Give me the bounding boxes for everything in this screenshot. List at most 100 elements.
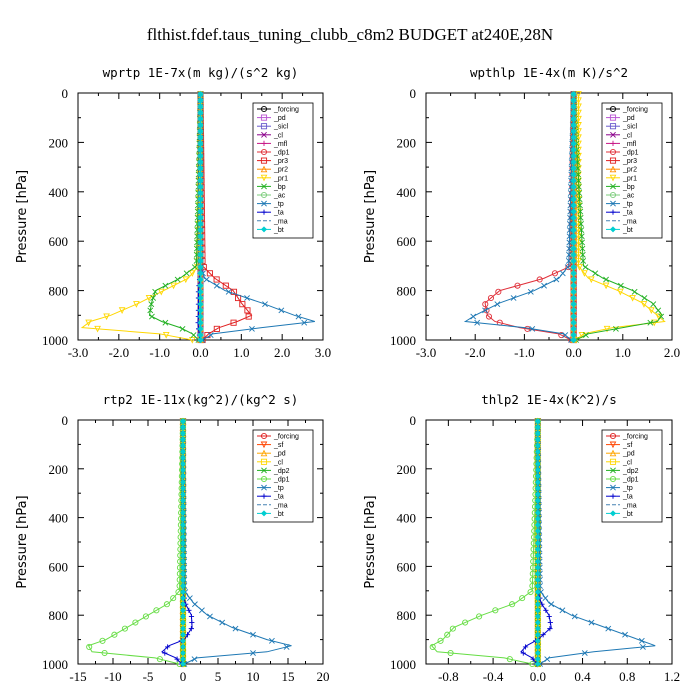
series-marker <box>547 619 553 626</box>
series-marker <box>534 570 541 577</box>
series-marker <box>548 601 555 608</box>
legend-marker <box>609 174 617 182</box>
series-marker <box>629 294 636 302</box>
series-marker <box>534 546 541 553</box>
series-marker <box>540 632 546 638</box>
series-marker <box>570 152 577 160</box>
series-marker <box>570 336 577 344</box>
series-marker <box>575 233 582 240</box>
series-marker <box>197 165 204 172</box>
series-marker <box>534 582 541 589</box>
series-marker <box>197 257 204 264</box>
series-marker <box>534 497 541 504</box>
y-tick-label: 600 <box>49 559 69 574</box>
series-marker <box>142 613 149 620</box>
series-marker <box>232 625 239 632</box>
series-marker <box>650 301 657 308</box>
series-marker <box>132 619 139 626</box>
legend-label: _ac <box>622 193 635 200</box>
series-marker <box>578 332 586 339</box>
figure-title: flthist.fdef.taus_tuning_clubb_c8m2 BUDG… <box>147 25 553 44</box>
series-marker <box>162 282 169 289</box>
series-marker <box>162 650 168 656</box>
series-marker <box>179 436 187 443</box>
series-marker <box>219 619 226 626</box>
series-marker <box>150 295 157 301</box>
series-marker <box>541 282 547 289</box>
series-line <box>80 94 201 341</box>
chart-panels: wprtp 1E-7x(m kg)/(s^2 kg) Pressure [hPa]… <box>15 65 680 684</box>
legend-marker <box>260 510 268 517</box>
series-marker <box>631 288 638 295</box>
series-marker <box>197 140 204 147</box>
legend-label: _forcing <box>622 434 648 441</box>
legend-marker <box>261 140 267 146</box>
series-marker <box>570 245 577 252</box>
series-marker <box>99 637 106 644</box>
series-marker <box>538 589 544 595</box>
series-marker <box>283 644 290 650</box>
series-marker <box>197 251 204 258</box>
y-tick-label: 200 <box>49 135 69 150</box>
legend-label: _ta <box>622 210 633 217</box>
series-marker <box>197 325 204 332</box>
series-marker <box>547 626 553 632</box>
series-marker <box>612 325 619 332</box>
legend-label: _forcing <box>273 434 299 441</box>
series-marker <box>575 122 582 129</box>
series-marker <box>179 460 187 467</box>
series-marker <box>179 473 187 480</box>
series-marker <box>470 313 477 320</box>
y-tick-label: 1000 <box>42 333 68 348</box>
series-marker <box>148 313 155 320</box>
series-marker <box>213 276 220 283</box>
legend-marker <box>261 484 267 491</box>
legend-label: _pr1 <box>273 175 288 182</box>
series-marker <box>570 103 577 110</box>
series-marker <box>197 307 204 314</box>
series-marker <box>197 177 204 184</box>
series-marker <box>655 307 662 314</box>
series-marker <box>534 491 541 498</box>
series-marker <box>197 270 204 277</box>
legend-label: _pr3 <box>622 158 637 165</box>
series-marker <box>559 607 566 614</box>
series-marker <box>575 251 582 259</box>
series-marker <box>534 430 541 437</box>
series-marker <box>570 122 577 129</box>
series-marker <box>566 245 573 252</box>
legend-label: _cl <box>273 459 283 466</box>
legend-label: _pd <box>273 451 286 458</box>
series-marker <box>197 115 204 122</box>
x-tick-label: 0 <box>180 669 187 684</box>
legend-label: _forcing <box>273 107 299 114</box>
panel-title: rtp2 1E-11x(kg^2)/(kg^2 s) <box>103 392 299 407</box>
series-marker <box>543 607 549 613</box>
x-tick-label: 1.2 <box>664 669 680 684</box>
series-marker <box>506 656 513 663</box>
series-marker <box>198 607 205 614</box>
series-marker <box>570 97 577 104</box>
x-tick-label: 2.0 <box>274 345 290 360</box>
legend-marker <box>260 432 268 440</box>
series-marker <box>197 152 204 160</box>
x-tick-label: 0.0 <box>530 669 546 684</box>
series-marker <box>534 564 541 571</box>
chart-panel: rtp2 1E-11x(kg^2)/(kg^2 s) Pressure [hPa]… <box>15 392 330 684</box>
legend-marker <box>609 148 617 156</box>
series-marker <box>562 332 569 338</box>
series-marker <box>579 239 586 246</box>
series-marker <box>444 631 451 638</box>
series-marker <box>576 196 583 203</box>
series-marker <box>580 258 587 264</box>
series-marker <box>570 220 577 227</box>
series-marker <box>534 625 541 632</box>
y-tick-label: 0 <box>62 86 69 101</box>
y-tick-label: 800 <box>49 284 69 299</box>
series-marker <box>197 146 204 153</box>
legend-label: _dp2 <box>622 468 639 475</box>
series-marker <box>213 282 220 289</box>
series-marker <box>179 527 187 535</box>
series-marker <box>197 282 204 289</box>
series-marker <box>570 202 577 209</box>
